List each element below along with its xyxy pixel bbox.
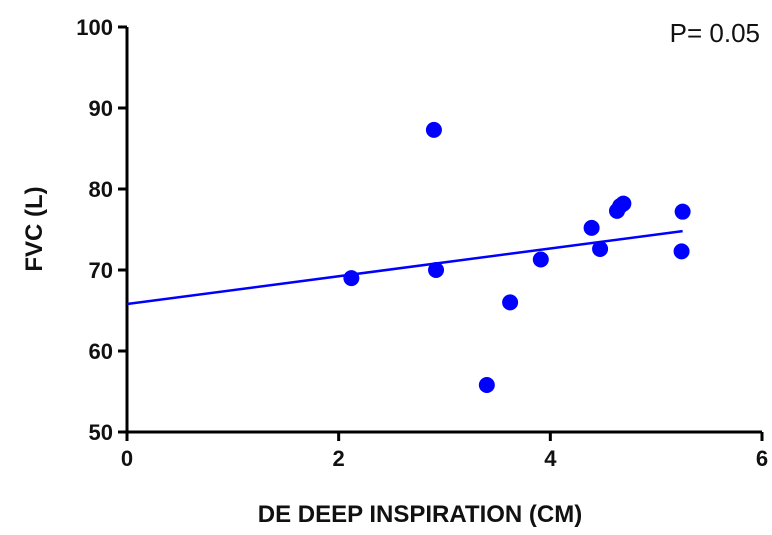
data-points [343, 121, 691, 394]
y-axis-title: FVC (L) [21, 186, 48, 271]
data-point [583, 219, 600, 236]
y-tick-label: 80 [89, 177, 113, 202]
data-point [425, 121, 442, 138]
y-tick-label: 100 [76, 15, 113, 40]
data-point [592, 240, 609, 257]
data-point [343, 270, 360, 287]
regression-line [126, 229, 683, 306]
axes [125, 27, 762, 434]
y-tick-label: 50 [89, 420, 113, 445]
x-tick-label: 2 [333, 446, 345, 471]
x-axis-title: DE DEEP INSPIRATION (CM) [258, 501, 582, 528]
data-point [428, 262, 445, 278]
ticks: 50 60 70 80 90 100 0 2 4 6 [76, 15, 768, 471]
trendline-layer [126, 229, 683, 306]
data-point [502, 294, 519, 311]
y-tick-label: 90 [89, 96, 113, 121]
x-tick-label: 0 [121, 446, 133, 471]
data-point [532, 251, 549, 268]
data-point [478, 377, 495, 394]
x-tick-label: 4 [544, 446, 557, 471]
p-value-annotation: P= 0.05 [670, 18, 760, 48]
data-point [615, 195, 632, 212]
y-tick-label: 70 [89, 258, 113, 283]
data-point [673, 243, 690, 260]
x-tick-label: 6 [756, 446, 768, 471]
data-point [674, 203, 691, 220]
y-tick-label: 60 [89, 339, 113, 364]
